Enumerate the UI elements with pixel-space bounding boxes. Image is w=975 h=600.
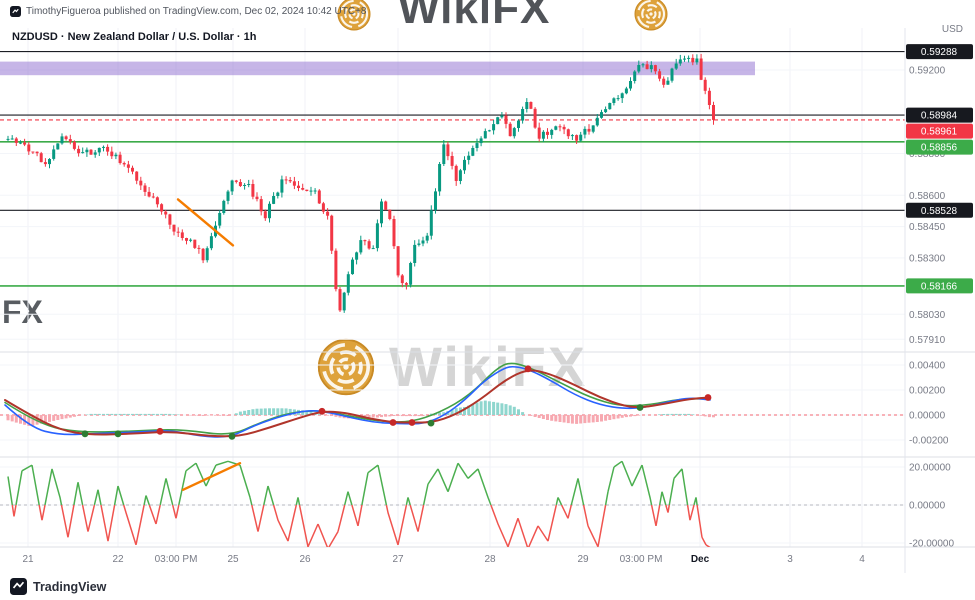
candlestick-series[interactable]: [6, 53, 716, 313]
time-axis[interactable]: 21 22 03:00 PM 25 26 27 28 29 03:00 PM Dec 3 4: [22, 554, 865, 565]
macd-histogram: [6, 400, 715, 426]
price-badge: [906, 123, 973, 139]
grid-lines: [0, 28, 905, 547]
attribution-text: TimothyFigueroa published on TradingView…: [26, 6, 367, 17]
price-badge: [906, 202, 973, 218]
svg-text:26: 26: [299, 554, 311, 565]
svg-text:-0.00200: -0.00200: [909, 436, 949, 447]
svg-text:0.00200: 0.00200: [909, 386, 946, 397]
horizontal-levels[interactable]: [0, 51, 905, 287]
svg-text:Dec: Dec: [691, 554, 710, 565]
svg-text:0.58984: 0.58984: [921, 111, 958, 122]
svg-text:0.58450: 0.58450: [909, 222, 946, 233]
svg-text:22: 22: [112, 554, 124, 565]
footer: TradingView: [0, 573, 975, 600]
svg-text:0.58528: 0.58528: [921, 206, 958, 217]
macd-signal-dots: [81, 365, 712, 440]
resistance-zone[interactable]: [0, 61, 755, 76]
svg-text:28: 28: [484, 554, 496, 565]
price-axis[interactable]: 0.592000.588000.586000.584500.583000.580…: [906, 44, 973, 550]
tradingview-logo-icon[interactable]: [10, 578, 27, 595]
svg-text:29: 29: [577, 554, 589, 565]
price-badge: [906, 107, 973, 123]
svg-text:03:00 PM: 03:00 PM: [620, 554, 663, 565]
wikifx-watermark-top-right: [634, 0, 668, 31]
svg-text:0.59200: 0.59200: [909, 66, 946, 77]
panel-separators: [0, 28, 975, 575]
symbol-title: NZDUSD · New Zealand Dollar / U.S. Dolla…: [12, 31, 257, 43]
svg-text:0.58300: 0.58300: [909, 253, 946, 264]
svg-text:-20.00000: -20.00000: [909, 539, 954, 550]
price-trendline[interactable]: [176, 198, 235, 247]
svg-text:0.57910: 0.57910: [909, 335, 946, 346]
svg-text:20.00000: 20.00000: [909, 463, 951, 474]
tradingview-wordmark[interactable]: TradingView: [33, 579, 107, 594]
currency-axis-label: USD: [941, 24, 963, 35]
svg-text:0.00400: 0.00400: [909, 361, 946, 372]
svg-text:4: 4: [859, 554, 865, 565]
svg-text:0.58030: 0.58030: [909, 310, 946, 321]
price-badge: [906, 278, 973, 294]
svg-text:3: 3: [787, 554, 793, 565]
oscillator-trendline[interactable]: [181, 462, 242, 491]
price-chart-canvas[interactable]: 0.592000.588000.586000.584500.583000.580…: [0, 28, 975, 575]
svg-text:27: 27: [392, 554, 404, 565]
wikifx-logo-icon: [634, 0, 668, 31]
svg-text:0.00000: 0.00000: [909, 411, 946, 422]
attribution: TimothyFigueroa published on TradingView…: [10, 6, 366, 17]
price-badge: [906, 44, 973, 60]
tradingview-icon: [10, 6, 21, 17]
svg-text:0.58600: 0.58600: [909, 191, 946, 202]
svg-text:0.00000: 0.00000: [909, 501, 946, 512]
svg-text:0.58961: 0.58961: [921, 127, 958, 138]
svg-text:21: 21: [22, 554, 34, 565]
svg-text:25: 25: [227, 554, 239, 565]
price-badge: [906, 139, 973, 155]
oscillator-line-up: [7, 460, 698, 506]
svg-text:0.58856: 0.58856: [921, 143, 958, 154]
oscillator-line-down: [11, 504, 711, 547]
svg-text:0.59288: 0.59288: [921, 47, 958, 58]
svg-text:0.58166: 0.58166: [921, 281, 958, 292]
svg-text:03:00 PM: 03:00 PM: [155, 554, 198, 565]
macd-signal-line[interactable]: [4, 369, 711, 438]
